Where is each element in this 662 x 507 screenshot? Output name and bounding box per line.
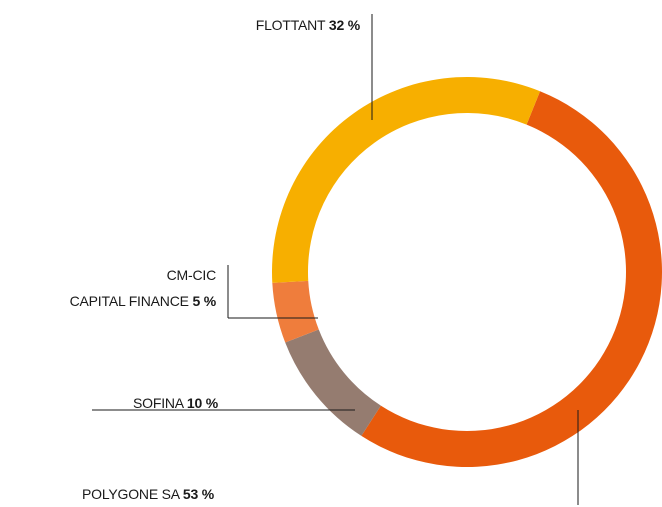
value-label: 53 % [182,486,214,502]
donut-segment [272,280,319,343]
category-name: POLYGONE SA [82,486,180,502]
value-label: 5 % [192,293,216,309]
segment-label: SOFINA 10 % [133,390,218,416]
donut-segment [285,329,381,436]
value-label: 32 % [328,17,360,33]
category-name: SOFINA [133,395,184,411]
category-name: CM-CIC CAPITAL FINANCE [69,267,217,309]
value-label: 10 % [186,395,218,411]
category-name: FLOTTANT [255,17,326,33]
donut-segment [361,91,662,467]
segment-label: FLOTTANT 32 % [256,12,360,38]
segment-label: POLYGONE SA 53 % [82,481,214,507]
segment-label: CM-CIC CAPITAL FINANCE 5 % [69,262,217,314]
donut-segment [272,77,541,283]
